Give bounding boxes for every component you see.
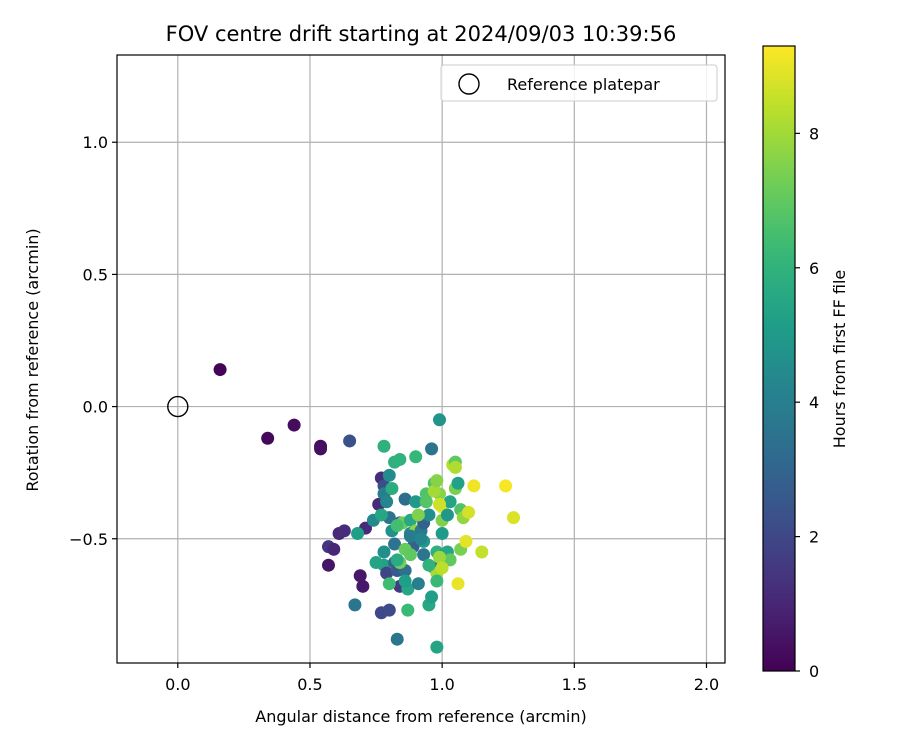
data-point [433, 550, 447, 564]
data-point [499, 479, 513, 493]
data-point [348, 598, 362, 612]
data-point [451, 577, 465, 591]
data-point [475, 545, 489, 559]
data-point [430, 640, 444, 654]
x-tick-label: 0.0 [165, 675, 190, 694]
data-point [425, 590, 439, 604]
data-point [440, 508, 454, 522]
data-point [374, 508, 388, 522]
colorbar-tick-label: 4 [809, 393, 819, 412]
legend-marker [458, 73, 480, 95]
colorbar-tick-label: 6 [809, 259, 819, 278]
data-point [343, 434, 357, 448]
data-point [287, 418, 301, 432]
data-point [377, 545, 391, 559]
x-tick-label: 1.0 [429, 675, 454, 694]
chart-title: FOV centre drift starting at 2024/09/03 … [166, 22, 677, 46]
legend-label: Reference platepar [507, 75, 660, 94]
data-point [507, 511, 521, 525]
data-point [403, 529, 417, 543]
data-point [382, 577, 396, 591]
data-point [435, 526, 449, 540]
data-point [459, 534, 473, 548]
data-point [369, 556, 383, 570]
data-point [390, 519, 404, 533]
data-point [380, 495, 394, 509]
data-point [385, 482, 399, 496]
data-point [380, 566, 394, 580]
data-point [377, 439, 391, 453]
x-tick-label: 2.0 [694, 675, 719, 694]
data-point [261, 431, 275, 445]
plot-area: 0.0 0.5 1.0 1.5 2.0 1.0 0.5 0.0 −0.5 [69, 54, 726, 694]
colorbar: 0 2 4 6 8 [762, 45, 819, 681]
y-tick-label: 1.0 [83, 133, 108, 152]
colorbar-tick-label: 0 [809, 662, 819, 681]
data-point [382, 468, 396, 482]
data-point [411, 508, 425, 522]
y-tick-label: 0.5 [83, 265, 108, 284]
data-point [427, 484, 441, 498]
data-point [403, 548, 417, 562]
data-point [443, 553, 457, 567]
data-point [409, 450, 423, 464]
data-point [419, 495, 433, 509]
x-axis-label: Angular distance from reference (arcmin) [255, 707, 586, 726]
colorbar-scale [762, 45, 796, 672]
data-point [321, 558, 335, 572]
data-point [411, 577, 425, 591]
data-point [422, 508, 436, 522]
data-point [462, 505, 476, 519]
data-point [435, 561, 449, 575]
y-tick-label: −0.5 [69, 530, 108, 549]
data-point [390, 553, 404, 567]
colorbar-tick-label: 2 [809, 528, 819, 547]
x-tick-label: 0.5 [297, 675, 322, 694]
legend: Reference platepar [440, 64, 718, 102]
data-point [398, 574, 412, 588]
x-tick-label: 1.5 [562, 675, 587, 694]
colorbar-tick-label: 8 [809, 124, 819, 143]
data-point [401, 603, 415, 617]
data-point [393, 452, 407, 466]
data-point [390, 632, 404, 646]
data-point [356, 579, 370, 593]
data-point [351, 526, 365, 540]
colorbar-label: Hours from first FF file [830, 270, 849, 449]
data-point [443, 495, 457, 509]
reference-point-marker [167, 395, 189, 418]
data-point [414, 532, 428, 546]
y-axis-label: Rotation from reference (arcmin) [23, 228, 42, 491]
data-point [353, 569, 367, 583]
data-point [314, 442, 328, 456]
data-point [433, 413, 447, 427]
data-point [327, 542, 341, 556]
data-point [451, 476, 465, 490]
data-point [388, 537, 402, 551]
data-point [448, 460, 462, 474]
data-point [430, 474, 444, 488]
data-point [433, 497, 447, 511]
plot-frame [116, 54, 726, 664]
data-point [467, 479, 481, 493]
data-point [382, 603, 396, 617]
data-point [398, 492, 412, 506]
data-point [425, 442, 439, 456]
data-point [430, 574, 444, 588]
data-point [213, 363, 227, 377]
data-point [337, 524, 351, 538]
y-tick-label: 0.0 [83, 398, 108, 417]
data-point [409, 495, 423, 509]
data-point [422, 558, 436, 572]
legend-frame [440, 64, 718, 102]
data-point [417, 548, 431, 562]
